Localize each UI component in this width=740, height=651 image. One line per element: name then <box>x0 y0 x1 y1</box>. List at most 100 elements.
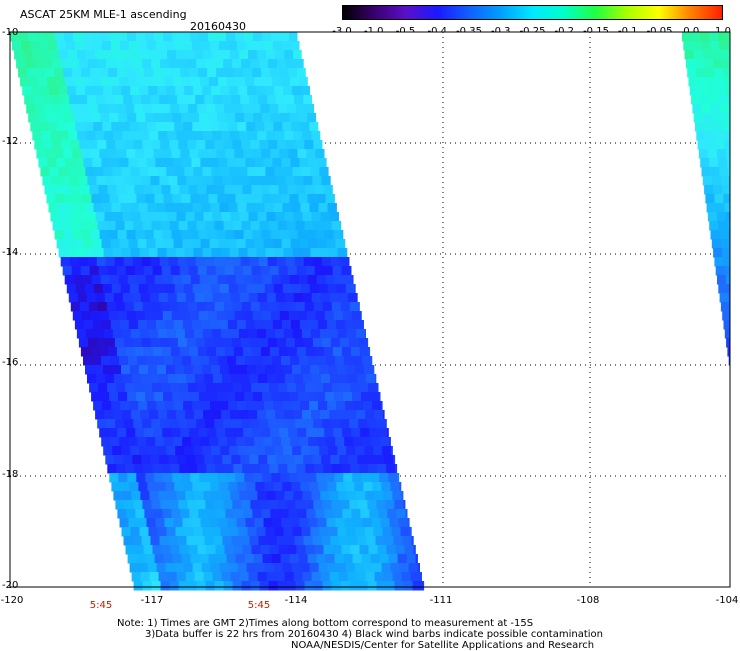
swath-cell <box>363 401 373 411</box>
swath-cell <box>722 248 730 258</box>
swath-cell <box>71 221 81 231</box>
swath-cell <box>157 167 167 177</box>
swath-cell <box>306 347 316 357</box>
swath-cell <box>218 275 228 285</box>
swath-cell <box>304 338 314 348</box>
swath-cell <box>333 428 343 438</box>
swath-cell <box>160 140 170 150</box>
swath-cell <box>244 113 254 123</box>
swath-cell <box>378 545 388 555</box>
swath-cell <box>194 131 204 141</box>
swath-cell <box>278 383 288 393</box>
swath-cell <box>175 365 185 375</box>
swath-cell <box>198 347 208 357</box>
swath-cell <box>192 320 202 330</box>
swath-cell <box>194 248 204 258</box>
swath-cell <box>700 95 710 105</box>
swath-cell <box>137 158 147 168</box>
swath-cell <box>283 563 293 573</box>
swath-cell <box>271 473 281 483</box>
swath-cell <box>332 581 342 591</box>
swath-cell <box>332 221 342 231</box>
swath-cell <box>238 284 248 294</box>
swath-cell <box>253 32 263 42</box>
swath-cell <box>180 185 190 195</box>
swath-cell <box>703 50 713 60</box>
swath-cell <box>164 158 174 168</box>
swath-cell <box>122 329 131 339</box>
swath-cell <box>263 194 273 204</box>
swath-cell <box>213 176 223 186</box>
swath-cell <box>308 554 318 564</box>
swath-cell <box>135 149 145 159</box>
swath-cell <box>244 392 254 402</box>
swath-cell <box>167 50 177 60</box>
swath-cell <box>122 50 132 60</box>
swath-cell <box>381 518 391 528</box>
swath-cell <box>225 545 235 555</box>
swath-cell <box>321 212 331 222</box>
swath-cell <box>289 230 299 240</box>
swath-cell <box>51 95 61 105</box>
swath-cell <box>127 392 137 402</box>
swath-cell <box>303 176 313 186</box>
swath-cell <box>725 77 731 87</box>
swath-cell <box>191 77 201 87</box>
swath-cell <box>232 59 242 69</box>
swath-cell <box>224 104 234 114</box>
swath-cell <box>150 293 160 303</box>
swath-cell <box>242 302 252 312</box>
swath-cell <box>324 545 334 555</box>
swath-cell <box>383 410 385 420</box>
swath-cell <box>224 383 234 393</box>
swath-cell <box>282 122 292 132</box>
swath-cell <box>233 383 243 393</box>
swath-cell <box>721 113 730 123</box>
swath-cell <box>101 194 111 204</box>
swath-cell <box>103 284 113 294</box>
swath-cell <box>108 185 118 195</box>
swath-cell <box>201 41 211 51</box>
swath-cell <box>58 86 67 96</box>
swath-cell <box>161 302 171 312</box>
swath-cell <box>128 158 138 168</box>
swath-cell <box>378 509 388 519</box>
swath-cell <box>153 149 163 159</box>
swath-cell <box>307 392 317 402</box>
swath-cell <box>33 95 43 105</box>
swath-cell <box>710 104 720 114</box>
swath-cell <box>84 239 94 249</box>
swath-cell <box>239 131 249 141</box>
swath-cell <box>214 338 224 348</box>
swath-cell <box>132 572 142 582</box>
swath-cell <box>361 473 371 483</box>
swath-cell <box>79 257 89 267</box>
lat-label-20: -20 <box>2 580 18 591</box>
swath-cell <box>159 293 169 303</box>
swath-cell <box>713 59 723 69</box>
swath-cell <box>143 221 153 231</box>
swath-cell <box>311 410 321 420</box>
swath-cell <box>211 563 221 573</box>
swath-cell <box>305 581 315 591</box>
swath-cell <box>150 374 160 384</box>
swath-cell <box>180 266 190 276</box>
swath-cell <box>247 365 257 375</box>
swath-cell <box>284 329 294 339</box>
swath-cell <box>289 473 299 483</box>
swath-cell <box>201 320 211 330</box>
swath-cell <box>711 230 721 240</box>
swath-cell <box>119 158 128 168</box>
swath-cell <box>412 536 414 546</box>
swath-cell <box>111 401 121 411</box>
swath-cell <box>160 419 170 429</box>
swath-cell <box>186 293 196 303</box>
swath-cell <box>712 113 722 123</box>
swath-cell <box>226 230 236 240</box>
swath-cell <box>260 104 270 114</box>
swath-cell <box>69 95 79 105</box>
swath-cell <box>200 554 210 564</box>
swath-cell <box>64 113 74 123</box>
swath-cell <box>133 338 143 348</box>
swath-cell <box>91 392 101 402</box>
